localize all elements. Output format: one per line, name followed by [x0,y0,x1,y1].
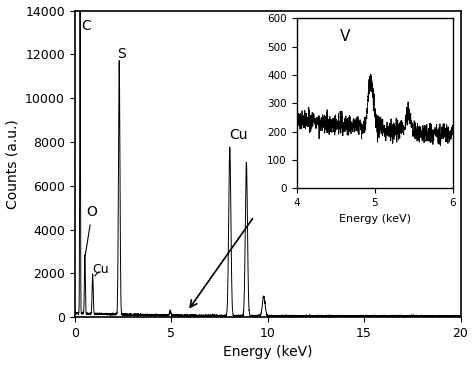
Y-axis label: Counts (a.u.): Counts (a.u.) [6,119,19,209]
Text: Cu: Cu [92,264,109,276]
Text: C: C [82,19,91,33]
Text: Cu: Cu [229,128,248,142]
X-axis label: Energy (keV): Energy (keV) [223,345,312,360]
Text: S: S [118,47,127,61]
Text: O: O [85,205,98,255]
